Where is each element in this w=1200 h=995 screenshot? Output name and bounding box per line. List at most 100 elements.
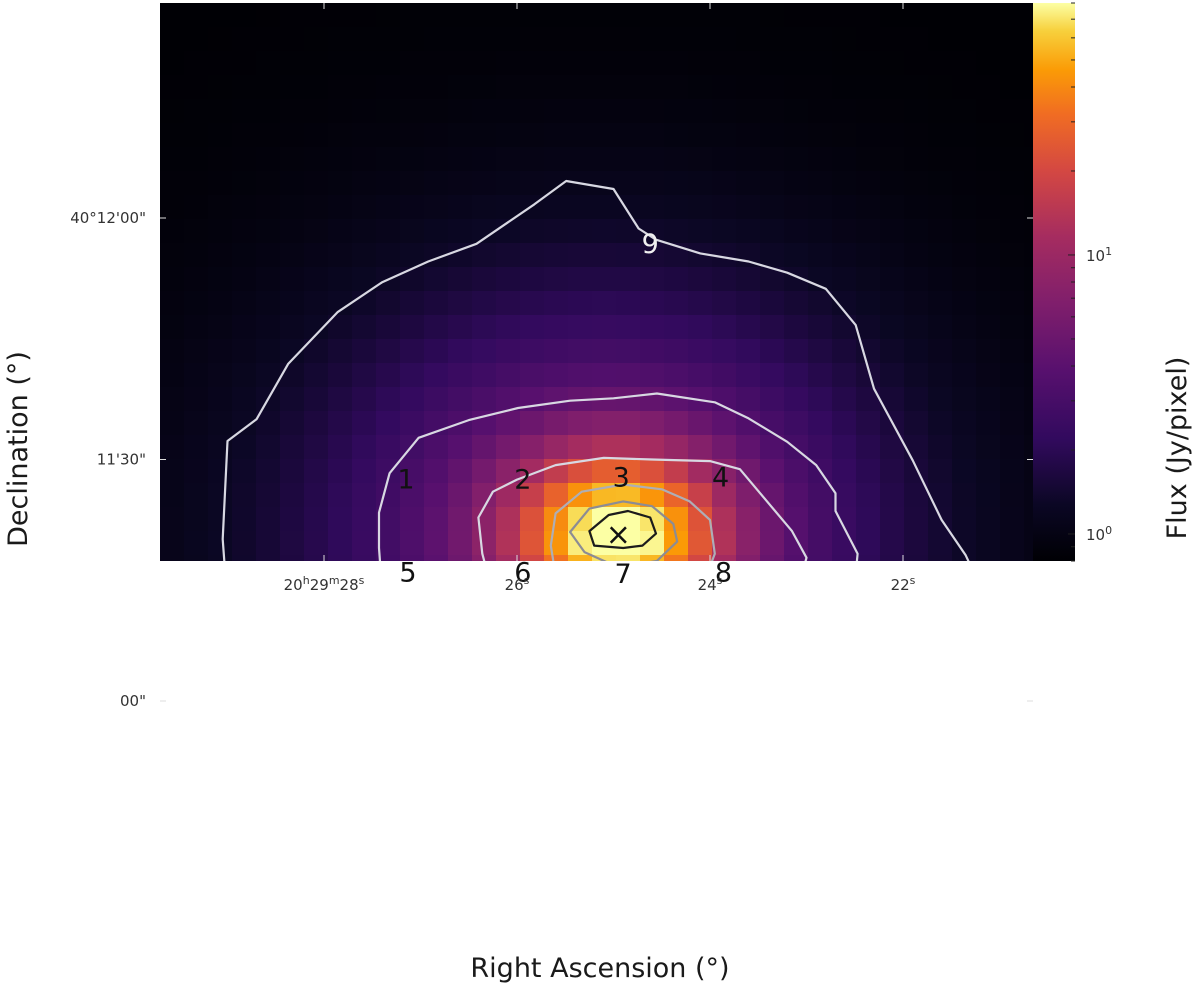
heatmap-cell <box>664 555 689 561</box>
heatmap-cell <box>616 27 641 52</box>
heatmap-cell <box>544 147 569 172</box>
heatmap-cell <box>952 147 977 172</box>
heatmap-cell <box>712 171 737 196</box>
heatmap-cell <box>280 363 305 388</box>
heatmap-cell <box>424 339 449 364</box>
heatmap-cell <box>880 507 905 532</box>
heatmap-cell <box>208 363 233 388</box>
heatmap-cell <box>208 291 233 316</box>
heatmap-cell <box>208 315 233 340</box>
heatmap-cell <box>352 243 377 268</box>
heatmap-cell <box>544 267 569 292</box>
heatmap-cell <box>856 147 881 172</box>
heatmap-cell <box>808 363 833 388</box>
heatmap-cell <box>160 267 185 292</box>
heatmap-cell <box>712 435 737 460</box>
heatmap-cell <box>1000 171 1025 196</box>
x-tick-label: 20h29m28s <box>284 574 365 595</box>
heatmap-cell <box>832 195 857 220</box>
heatmap-cell <box>448 147 473 172</box>
heatmap-cell <box>424 99 449 124</box>
heatmap-cell <box>1000 123 1025 148</box>
y-tick-label: 40°12'00" <box>70 209 146 227</box>
heatmap-cell <box>664 387 689 412</box>
heatmap-cell <box>688 99 713 124</box>
heatmap-cell <box>664 459 689 484</box>
heatmap-cell <box>400 483 425 508</box>
heatmap-cell <box>544 363 569 388</box>
region-label-2: 2 <box>514 465 531 496</box>
heatmap-cell <box>472 3 497 28</box>
heatmap-cell <box>664 195 689 220</box>
heatmap-cell <box>400 219 425 244</box>
heatmap-cell <box>400 507 425 532</box>
heatmap-cell <box>424 219 449 244</box>
heatmap-cell <box>208 27 233 52</box>
heatmap-cell <box>376 435 401 460</box>
heatmap-cell <box>928 3 953 28</box>
heatmap-cell <box>424 3 449 28</box>
heatmap-cell <box>904 555 929 561</box>
heatmap-cell <box>640 147 665 172</box>
heatmap-cell <box>280 459 305 484</box>
heatmap-cell <box>856 219 881 244</box>
heatmap-cell <box>712 291 737 316</box>
heatmap-cell <box>568 363 593 388</box>
heatmap-cell <box>376 147 401 172</box>
heatmap-cell <box>304 3 329 28</box>
heatmap-cell <box>544 123 569 148</box>
heatmap-cell <box>928 243 953 268</box>
heatmap-cell <box>928 483 953 508</box>
heatmap-cell <box>664 3 689 28</box>
heatmap-cell <box>976 315 1001 340</box>
heatmap-cell <box>424 27 449 52</box>
heatmap-cell <box>304 147 329 172</box>
heatmap-cell <box>352 75 377 100</box>
heatmap-cell <box>328 51 353 76</box>
heatmap-cell <box>592 51 617 76</box>
heatmap-cell <box>976 27 1001 52</box>
heatmap-cell <box>520 75 545 100</box>
heatmap-cell <box>496 531 521 556</box>
heatmap-cell <box>400 51 425 76</box>
heatmap-cell <box>280 195 305 220</box>
heatmap-cell <box>520 51 545 76</box>
heatmap-cell <box>400 75 425 100</box>
heatmap-cell <box>472 123 497 148</box>
heatmap-cell <box>184 123 209 148</box>
heatmap-cell <box>784 147 809 172</box>
heatmap-cell <box>280 27 305 52</box>
heatmap-cell <box>784 291 809 316</box>
heatmap-cell <box>856 387 881 412</box>
heatmap-cell <box>160 219 185 244</box>
heatmap-cell <box>184 267 209 292</box>
heatmap-cell <box>184 387 209 412</box>
heatmap-cell <box>280 243 305 268</box>
heatmap-cell <box>232 315 257 340</box>
heatmap-cell <box>280 3 305 28</box>
heatmap-cell <box>688 27 713 52</box>
heatmap-cell <box>160 195 185 220</box>
heatmap-cell <box>808 123 833 148</box>
heatmap-cell <box>856 531 881 556</box>
heatmap-cell <box>400 411 425 436</box>
heatmap-cell <box>784 75 809 100</box>
heatmap-cell <box>160 123 185 148</box>
heatmap-cell <box>424 123 449 148</box>
heatmap-cell <box>904 267 929 292</box>
heatmap-cell <box>328 555 353 561</box>
heatmap-cell <box>640 99 665 124</box>
heatmap-cell <box>400 291 425 316</box>
heatmap-cell <box>976 387 1001 412</box>
heatmap-cell <box>160 171 185 196</box>
heatmap-cell <box>352 363 377 388</box>
heatmap-cell <box>424 459 449 484</box>
heatmap-cell <box>400 27 425 52</box>
heatmap-cell <box>568 411 593 436</box>
heatmap-cell <box>400 195 425 220</box>
heatmap-cell <box>712 27 737 52</box>
heatmap-cell <box>424 147 449 172</box>
heatmap-cell <box>232 267 257 292</box>
heatmap-cell <box>280 147 305 172</box>
heatmap-cell <box>400 459 425 484</box>
